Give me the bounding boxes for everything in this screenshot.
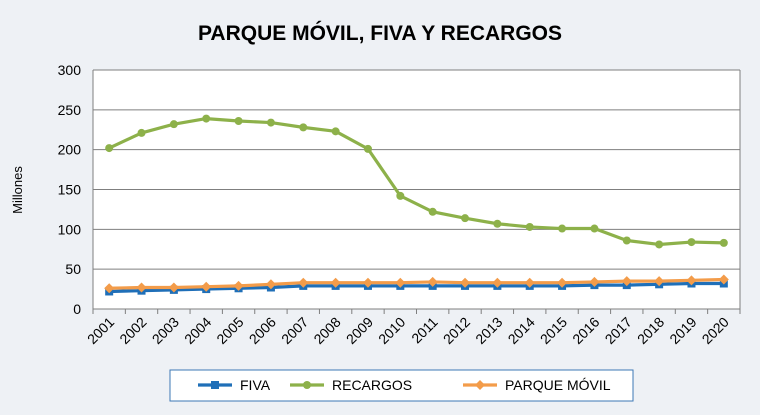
parque-m-vil-point xyxy=(201,281,212,292)
parque-m-vil-point xyxy=(136,282,147,293)
parque-m-vil-point xyxy=(524,277,535,288)
legend: FIVA RECARGOS PARQUE MÓVIL xyxy=(169,369,634,402)
recargos-point xyxy=(234,116,243,125)
parque-m-vil-point xyxy=(475,380,485,390)
y-tick-label: 150 xyxy=(58,182,82,198)
x-tick-label: 2020 xyxy=(699,314,732,347)
x-tick-label: 2016 xyxy=(569,314,602,347)
parque-m-vil-point xyxy=(395,277,406,288)
legend-label: PARQUE MÓVIL xyxy=(505,377,611,393)
x-tick-label: 2014 xyxy=(505,314,538,347)
x-tick-label: 2001 xyxy=(84,314,117,347)
legend-label: RECARGOS xyxy=(332,377,412,393)
x-tick-label: 2002 xyxy=(116,314,149,347)
recargos-point xyxy=(396,191,405,200)
parque-m-vil-point xyxy=(427,276,438,287)
fiva-point xyxy=(211,381,219,389)
series-parque-m-vil xyxy=(104,274,729,294)
recargos-point xyxy=(590,224,599,233)
parque-m-vil-point xyxy=(233,280,244,291)
recargos-point xyxy=(558,224,567,233)
parque-m-vil-point xyxy=(589,276,600,287)
x-tick-labels: 2001 2002 2003 2004 2005 2006 2007 2008 2009 2010… xyxy=(84,314,732,347)
parque-m-vil-point xyxy=(557,277,568,288)
recargos-point xyxy=(137,128,146,137)
recargos-point xyxy=(655,240,664,249)
recargos-point xyxy=(303,381,311,389)
x-tick-label: 2011 xyxy=(408,314,441,347)
x-tick-label: 2006 xyxy=(246,314,279,347)
y-tick-label: 100 xyxy=(58,221,82,237)
x-tick-label: 2018 xyxy=(634,314,667,347)
x-tick-label: 2005 xyxy=(213,314,246,347)
recargos-point xyxy=(202,114,211,123)
legend-item-parque-m-vil: PARQUE MÓVIL xyxy=(463,377,611,393)
parque-m-vil-point xyxy=(621,276,632,287)
parque-m-vil-point xyxy=(686,275,697,286)
x-tick-label: 2010 xyxy=(375,314,408,347)
parque-m-vil-point xyxy=(460,277,471,288)
legend-label: FIVA xyxy=(240,377,271,393)
recargos-point xyxy=(169,120,178,129)
series-line-recargos xyxy=(108,116,724,247)
y-tick-label: 50 xyxy=(65,261,81,277)
gridlines xyxy=(92,69,741,314)
y-tick-labels: 0 50 100 150 200 250 300 xyxy=(58,62,82,317)
x-tick-label: 2008 xyxy=(310,314,343,347)
parque-m-vil-point xyxy=(362,277,373,288)
recargos-point xyxy=(719,238,728,247)
legend-item-fiva: FIVA xyxy=(198,377,271,393)
x-tick-label: 2003 xyxy=(149,314,182,347)
x-tick-label: 2019 xyxy=(666,314,699,347)
recargos-point xyxy=(105,144,114,153)
recargos-point xyxy=(266,118,275,127)
x-tick-label: 2013 xyxy=(472,314,505,347)
series-line-fiva xyxy=(109,281,724,294)
series-line-parque-m-vil xyxy=(109,277,724,290)
parque-m-vil-point xyxy=(330,277,341,288)
recargos-point xyxy=(525,222,534,231)
recargos-point xyxy=(428,207,437,216)
chart-title: PARQUE MÓVIL, FIVA Y RECARGOS xyxy=(198,21,562,45)
y-tick-label: 200 xyxy=(58,142,82,158)
recargos-point xyxy=(461,214,470,223)
series-lines xyxy=(104,114,729,296)
x-tick-label: 2015 xyxy=(537,314,570,347)
parque-m-vil-point xyxy=(492,277,503,288)
recargos-point xyxy=(363,144,372,153)
x-tick-label: 2009 xyxy=(343,314,376,347)
parque-m-vil-point xyxy=(265,279,276,290)
legend-box xyxy=(169,369,634,402)
legend-item-recargos: RECARGOS xyxy=(290,377,412,393)
recargos-point xyxy=(299,123,308,132)
y-tick-label: 300 xyxy=(58,62,82,78)
x-tick-label: 2012 xyxy=(440,314,473,347)
parque-m-vil-point xyxy=(168,282,179,293)
recargos-point xyxy=(331,127,340,136)
x-tick-label: 2017 xyxy=(602,314,635,347)
parque-m-vil-point xyxy=(718,274,729,285)
recargos-point xyxy=(493,219,502,228)
recargos-point xyxy=(687,238,696,247)
x-tick-label: 2007 xyxy=(278,314,311,347)
x-tick-label: 2004 xyxy=(181,314,214,347)
parque-m-vil-point xyxy=(298,277,309,288)
y-tick-label: 250 xyxy=(58,102,82,118)
recargos-point xyxy=(622,236,631,245)
parque-m-vil-point xyxy=(654,276,665,287)
series-recargos xyxy=(105,114,728,249)
y-tick-label: 0 xyxy=(73,301,81,317)
parque-m-vil-point xyxy=(104,283,115,294)
y-axis-label: Millones xyxy=(10,166,25,214)
